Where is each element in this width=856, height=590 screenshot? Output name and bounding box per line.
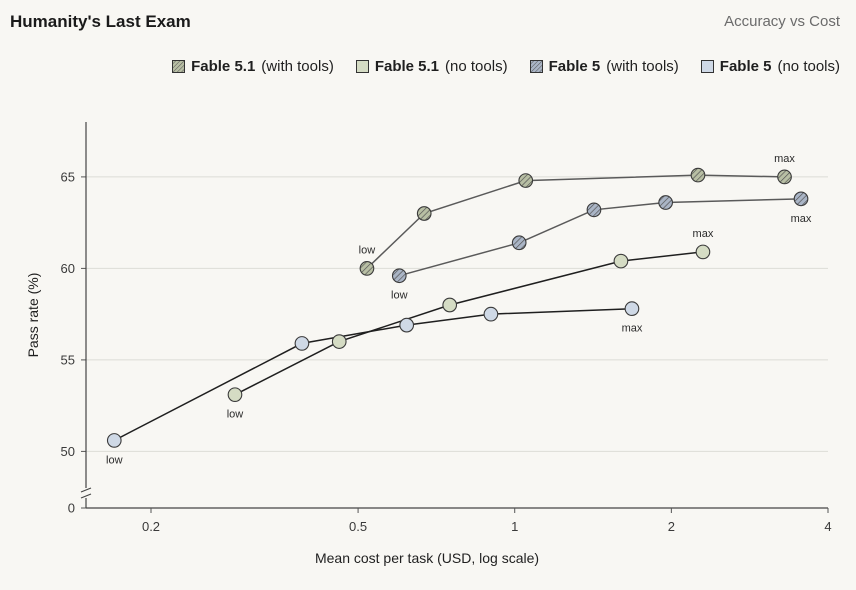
legend-qualifier: (no tools)	[777, 58, 840, 75]
series-line	[366, 174, 785, 269]
legend-qualifier: (no tools)	[445, 58, 508, 75]
chart-subtitle: Accuracy vs Cost	[724, 13, 840, 30]
data-point	[658, 195, 673, 210]
legend-item-fable5-no-tools: Fable 5 (no tools)	[700, 58, 840, 75]
legend-label: Fable 5	[719, 58, 772, 75]
y-tick-label: 60	[61, 261, 75, 276]
point-label: max	[622, 323, 643, 335]
legend-label: Fable 5.1	[191, 58, 256, 75]
point-label: low	[359, 244, 376, 256]
data-point	[518, 173, 534, 188]
point-label: max	[791, 213, 812, 225]
data-point	[391, 268, 407, 284]
hatched-swatch-icon	[529, 60, 543, 73]
legend-label: Fable 5.1	[374, 58, 440, 75]
legend-item-fable51-with-tools: Fable 5.1 (with tools)	[172, 58, 334, 75]
y-tick-label: 55	[61, 352, 75, 367]
point-labels: low max low max low max low max	[106, 153, 812, 467]
data-point	[399, 317, 415, 333]
x-tick-label: 1	[511, 519, 518, 534]
solid-swatch-icon	[355, 60, 369, 73]
x-tick-label: 0.5	[349, 519, 367, 534]
series-lines	[113, 174, 802, 442]
chart-title: Humanity's Last Exam	[10, 12, 191, 31]
point-label: low	[106, 454, 123, 466]
data-point	[331, 334, 347, 349]
data-point	[483, 306, 499, 322]
data-point	[359, 261, 375, 276]
legend-label: Fable 5	[548, 58, 601, 75]
x-tick-label: 2	[668, 519, 675, 534]
data-point	[511, 235, 527, 251]
gridlines	[86, 176, 828, 452]
series-line	[113, 307, 633, 442]
axes: 50 55 60 65 0 0.2 0.5 1 2 4 Mean cost per task (US…	[25, 122, 832, 566]
data-point	[106, 433, 122, 448]
legend-item-fable51-no-tools: Fable 5.1 (no tools)	[355, 58, 508, 75]
axis-break-icon	[80, 487, 92, 499]
y-tick-label: 50	[61, 444, 75, 459]
data-point	[442, 297, 458, 313]
x-tick-label: 0.2	[142, 519, 160, 534]
legend-qualifier: (with tools)	[261, 58, 334, 75]
point-label: max	[693, 228, 714, 240]
legend-qualifier: (with tools)	[606, 58, 679, 75]
solid-swatch-icon	[700, 60, 714, 73]
data-point	[690, 167, 706, 183]
chart-legend: Fable 5.1 (with tools) Fable 5.1 (no too…	[172, 58, 840, 75]
data-point	[416, 206, 432, 221]
hatched-swatch-icon	[172, 60, 186, 73]
data-point	[624, 301, 640, 317]
data-point	[294, 336, 310, 351]
y-tick-label: 0	[68, 501, 75, 516]
point-label: low	[391, 290, 408, 302]
point-label: low	[227, 409, 244, 421]
data-point	[586, 202, 602, 218]
point-label: max	[774, 153, 795, 165]
series-points	[106, 167, 809, 448]
data-point	[227, 387, 243, 403]
y-tick-label: 65	[61, 169, 75, 184]
legend-item-fable5-with-tools: Fable 5 (with tools)	[529, 58, 679, 75]
data-point	[793, 191, 809, 207]
x-tick-label: 4	[824, 519, 831, 534]
data-point	[777, 169, 792, 185]
x-axis-title: Mean cost per task (USD, log scale)	[315, 550, 539, 566]
y-axis-title: Pass rate (%)	[25, 273, 41, 358]
data-point	[695, 244, 711, 260]
data-point	[613, 253, 629, 269]
